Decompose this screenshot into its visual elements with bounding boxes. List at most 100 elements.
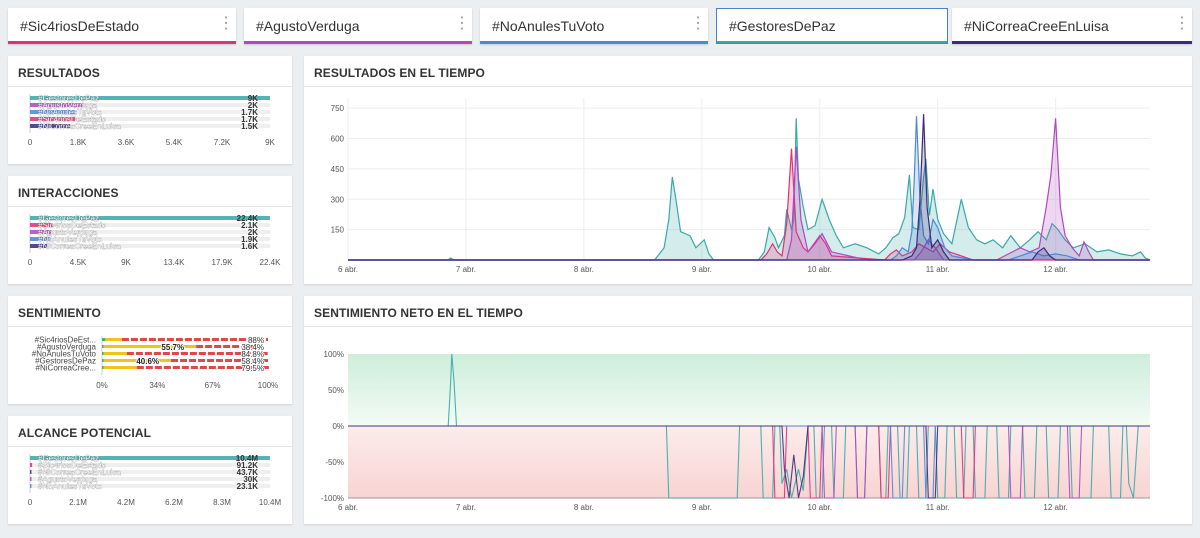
- card-title: ALCANCE POTENCIAL: [18, 426, 152, 440]
- tab-agustoverduga[interactable]: #AgustoVerduga ⋮: [244, 8, 472, 44]
- x-tick-label: 1.8K: [70, 138, 87, 147]
- bar-track: [30, 124, 270, 128]
- x-tick-label: 7 abr.: [456, 503, 476, 512]
- negative-value-label: 84.8%: [241, 350, 264, 359]
- alcance-chart: #GestoresDePaz 10.4M #Sic4riosDeEstado 91.2…: [28, 454, 282, 507]
- bar-category-label: #Sic4riosDeEstado: [38, 461, 107, 470]
- bar: [30, 484, 32, 488]
- more-vert-icon[interactable]: ⋮: [1174, 15, 1190, 32]
- bar-category-label: #NiCorreaCreeEnLuisa: [38, 468, 121, 477]
- category-label: #NoAnulesTuVoto: [32, 350, 97, 359]
- bar-track: [30, 484, 270, 488]
- card-title: RESULTADOS: [18, 66, 100, 80]
- bar-track: [30, 110, 270, 114]
- tab-color-bar: [952, 41, 1192, 44]
- x-tick-label: 10.4M: [259, 498, 282, 507]
- negative-value-label: 79.5%: [241, 364, 264, 373]
- tab-nicorreacreeenluisa[interactable]: #NiCorreaCreeEnLuisa ⋮: [952, 8, 1192, 44]
- y-tick-label: 750: [331, 104, 345, 113]
- tab-gestoresdepaz[interactable]: #GestoresDePaz: [716, 8, 948, 44]
- x-tick-label: 67%: [205, 381, 221, 390]
- y-tick-label: 150: [331, 226, 345, 235]
- bar-track: [30, 477, 270, 481]
- more-vert-icon[interactable]: ⋮: [454, 15, 470, 32]
- tab-color-bar: [480, 41, 708, 44]
- x-tick-label: 17.9K: [212, 258, 234, 267]
- divider: [8, 446, 292, 447]
- y-tick-label: 100%: [324, 350, 344, 359]
- bar-value-label: 2.1K: [241, 221, 258, 230]
- divider: [8, 326, 292, 327]
- sentimiento-tiempo-chart: 100% 50% 0% -50% -100%6 abr. 7 abr. 8 abr. 9 ab…: [321, 350, 1150, 512]
- y-tick-label: 450: [331, 165, 345, 174]
- bar: [30, 456, 270, 460]
- series-line: [348, 118, 1150, 261]
- tab-label: #GestoresDePaz: [729, 18, 836, 34]
- series-line: [348, 118, 1151, 261]
- series-line: [348, 116, 1150, 261]
- bar: [30, 103, 84, 107]
- bar: [30, 470, 32, 474]
- interacciones-chart: #GestoresDePaz 22.4K #Sic4riosDeEstado 2.1K…: [28, 214, 282, 267]
- bar: [30, 110, 76, 114]
- x-tick-label: 6 abr.: [338, 265, 358, 274]
- bar-value-label: 30K: [243, 475, 258, 484]
- category-label: #AgustoVerduga: [37, 343, 97, 352]
- bar: [30, 124, 70, 128]
- series-line: [348, 425, 1150, 499]
- divider: [304, 86, 1192, 87]
- bar-track: [30, 463, 270, 467]
- card-title: RESULTADOS EN EL TIEMPO: [314, 66, 485, 80]
- hashtag-tabs: #Sic4riosDeEstado ⋮ #AgustoVerduga ⋮ #No…: [8, 8, 1192, 44]
- x-tick-label: 6.2M: [165, 498, 183, 507]
- series-line: [348, 148, 1150, 261]
- bar: [30, 216, 270, 220]
- bar-value-label: 1.7K: [241, 115, 258, 124]
- divider: [8, 86, 292, 87]
- resultados-chart: #GestoresDePaz 9K #AgustoVerduga 2K #NoAnule…: [28, 94, 276, 147]
- tab-sic4rios[interactable]: #Sic4riosDeEstado ⋮: [8, 8, 236, 44]
- series-area: [348, 118, 1150, 260]
- sentimiento-chart: #Sic4riosDeEst... 88% #AgustoVerduga 55.7% 3…: [32, 335, 278, 390]
- y-tick-label: -100%: [321, 494, 344, 503]
- x-tick-label: 22.4K: [260, 258, 282, 267]
- bar-track: [30, 223, 270, 227]
- bar-category-label: #GestoresDePaz: [38, 94, 99, 103]
- bar-value-label: 22.4K: [237, 214, 259, 223]
- more-vert-icon[interactable]: ⋮: [218, 15, 234, 32]
- card-title: SENTIMIENTO NETO EN EL TIEMPO: [314, 306, 523, 320]
- y-tick-label: -50%: [325, 458, 344, 467]
- x-tick-label: 10 abr.: [808, 503, 832, 512]
- bar-track: [30, 244, 270, 248]
- bar: [30, 96, 270, 100]
- positive-band: [348, 354, 1150, 426]
- x-tick-label: 12 abr.: [1043, 503, 1067, 512]
- bar-value-label: 2K: [248, 101, 258, 110]
- segment-label: 55.7%: [161, 343, 184, 352]
- y-tick-label: 0%: [332, 422, 344, 431]
- y-tick-label: 50%: [328, 386, 344, 395]
- interacciones-card: INTERACCIONES #GestoresDePaz 22.4K #Sic4ri…: [8, 176, 292, 284]
- x-tick-label: 11 abr.: [926, 503, 950, 512]
- resultados-tiempo-card: RESULTADOS EN EL TIEMPO 150 300 450 600 750 6…: [304, 56, 1192, 284]
- x-tick-label: 7.2K: [214, 138, 231, 147]
- bar-value-label: 1.7K: [241, 108, 258, 117]
- bar-category-label: #AgustoVerduga: [38, 101, 98, 110]
- bar-category-label: #AgustoVerduga: [38, 228, 98, 237]
- negative-band: [348, 426, 1150, 498]
- bar-value-label: 1.5K: [241, 122, 258, 131]
- tab-noanulestuvoto[interactable]: #NoAnulesTuVoto ⋮: [480, 8, 708, 44]
- more-vert-icon[interactable]: ⋮: [690, 15, 706, 32]
- tab-color-bar: [8, 41, 236, 44]
- x-tick-label: 8 abr.: [574, 265, 594, 274]
- x-tick-label: 10 abr.: [808, 265, 832, 274]
- alcance-card: ALCANCE POTENCIAL #GestoresDePaz 10.4M #Si…: [8, 416, 292, 524]
- tab-label: #AgustoVerduga: [256, 18, 360, 34]
- bar-category-label: #GestoresDePaz: [38, 454, 99, 463]
- tab-label: #Sic4riosDeEstado: [20, 18, 140, 34]
- bar: [30, 244, 48, 248]
- bar: [30, 117, 76, 121]
- bar-category-label: #NoAnulesTuVoto: [38, 482, 103, 491]
- bar-track: [30, 230, 270, 234]
- x-tick-label: 8 abr.: [574, 503, 594, 512]
